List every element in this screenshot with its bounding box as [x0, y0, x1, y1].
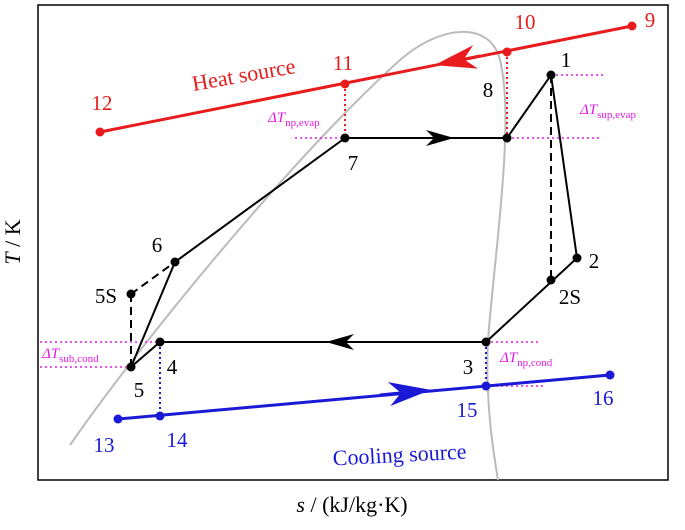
state-point: [95, 127, 105, 137]
state-point: [155, 337, 165, 347]
point-label: 14: [167, 428, 189, 452]
delta-symbol: ΔT: [267, 110, 287, 126]
arrow: [434, 45, 481, 69]
point-label: 3: [463, 355, 474, 379]
delta-subscript: np,cond: [517, 357, 553, 369]
y-axis-label: T / K: [0, 219, 25, 264]
state-point: [170, 257, 180, 267]
arrow: [379, 382, 431, 407]
state-point: [155, 411, 165, 421]
state-point: [481, 337, 491, 347]
delta-symbol: ΔT: [41, 346, 61, 362]
point-label: 9: [645, 8, 656, 32]
delta-symbol: ΔT: [499, 350, 519, 366]
heat-source-label: Heat source: [190, 53, 297, 96]
point-label: 7: [348, 151, 359, 175]
point-label: 15: [457, 398, 478, 422]
point-label: 4: [167, 355, 178, 379]
point-label: 11: [333, 51, 353, 75]
heat-source-line: [99, 24, 633, 134]
point-label: 13: [94, 433, 115, 457]
delta-subscript: np,evap: [285, 117, 320, 129]
state-point: [481, 381, 491, 391]
state-point: [502, 47, 512, 57]
guides: [40, 74, 605, 387]
state-point: [340, 79, 350, 89]
point-label: 10: [515, 10, 536, 34]
cycle: [130, 72, 579, 368]
state-point: [546, 70, 556, 80]
state-point: [126, 362, 136, 372]
x-axis-label: s / (kJ/kg·K): [296, 492, 407, 517]
delta-symbol: ΔT: [579, 102, 599, 118]
state-point: [340, 133, 350, 143]
delta-label: ΔTnp,cond: [499, 350, 553, 369]
point-label: 2S: [559, 285, 581, 309]
point-label: 5S: [95, 284, 117, 308]
state-point: [113, 414, 123, 424]
point-label: 12: [92, 91, 113, 115]
state-point: [126, 289, 136, 299]
delta-label: ΔTsub,cond: [41, 346, 99, 365]
state-point: [546, 275, 556, 285]
state-point: [627, 21, 637, 31]
state-point: [502, 133, 512, 143]
delta-subscript: sup,evap: [597, 109, 636, 121]
point-label: 8: [483, 78, 494, 102]
cooling-source-label: Cooling source: [332, 439, 467, 471]
state-point: [605, 370, 615, 380]
delta-label: ΔTsup,evap: [579, 102, 636, 121]
cooling-source-line: [117, 373, 611, 421]
delta-subscript: sub,cond: [59, 353, 99, 365]
point-label: 16: [593, 386, 614, 410]
frame: [37, 4, 669, 481]
point-label: 5: [134, 378, 145, 402]
point-label: 2: [589, 249, 600, 273]
saturation-curve: [69, 30, 507, 481]
point-label: 1: [561, 48, 572, 72]
point-label: 6: [152, 233, 163, 257]
state-point: [572, 253, 582, 263]
delta-label: ΔTnp,evap: [267, 110, 320, 129]
